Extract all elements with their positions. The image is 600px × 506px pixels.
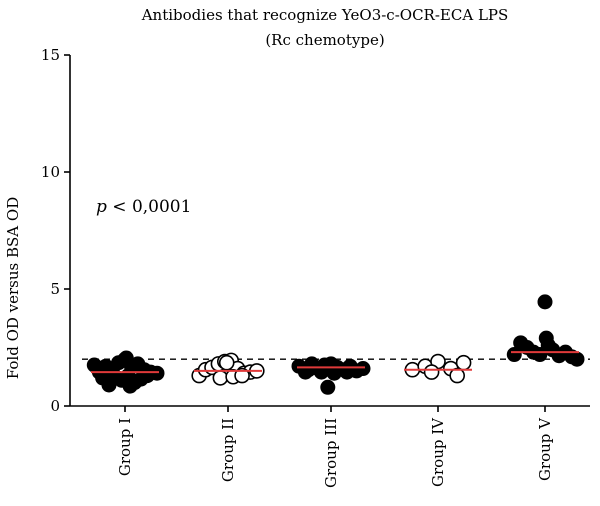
x-tick-label: Group IV [429, 417, 447, 487]
data-points [86, 294, 585, 395]
data-point [423, 364, 440, 380]
p-value-symbol: p [96, 197, 107, 217]
x-tick-label: Group V [536, 417, 554, 481]
y-tick-label: 5 [50, 280, 60, 298]
y-tick-label: 0 [50, 397, 60, 415]
data-point [118, 350, 134, 366]
data-point [320, 379, 336, 395]
x-tick-label: Group III [322, 418, 340, 488]
data-point [449, 367, 466, 384]
data-point [455, 354, 472, 371]
data-point [540, 337, 556, 353]
data-point [234, 367, 250, 384]
data-point [122, 378, 138, 394]
data-point [218, 354, 235, 371]
chart-subtitle: (Rc chemotype) [265, 31, 384, 49]
data-point [101, 377, 117, 393]
data-point [212, 370, 229, 386]
x-axis: Group I Group II Group III Group IV Group V [70, 405, 590, 488]
data-point [506, 347, 522, 363]
data-point [139, 368, 155, 384]
data-point [569, 351, 585, 367]
y-axis: 0 5 10 15 [41, 46, 71, 415]
p-value-text: < 0,0001 [107, 197, 192, 217]
y-tick-label: 10 [41, 163, 60, 181]
x-tick-label: Group I [116, 418, 134, 476]
y-tick-label: 15 [41, 46, 60, 64]
data-point [537, 294, 553, 310]
y-axis-label: Fold OD versus BSA OD [4, 197, 22, 379]
p-value-annotation: p < 0,0001 [96, 197, 191, 217]
data-point [355, 361, 371, 377]
chart-title: Antibodies that recognize YeO3-c-OCR-ECA… [141, 6, 509, 24]
x-tick-label: Group II [219, 418, 237, 482]
median-lines [91, 351, 579, 374]
data-point [301, 362, 317, 378]
data-point [339, 364, 355, 380]
